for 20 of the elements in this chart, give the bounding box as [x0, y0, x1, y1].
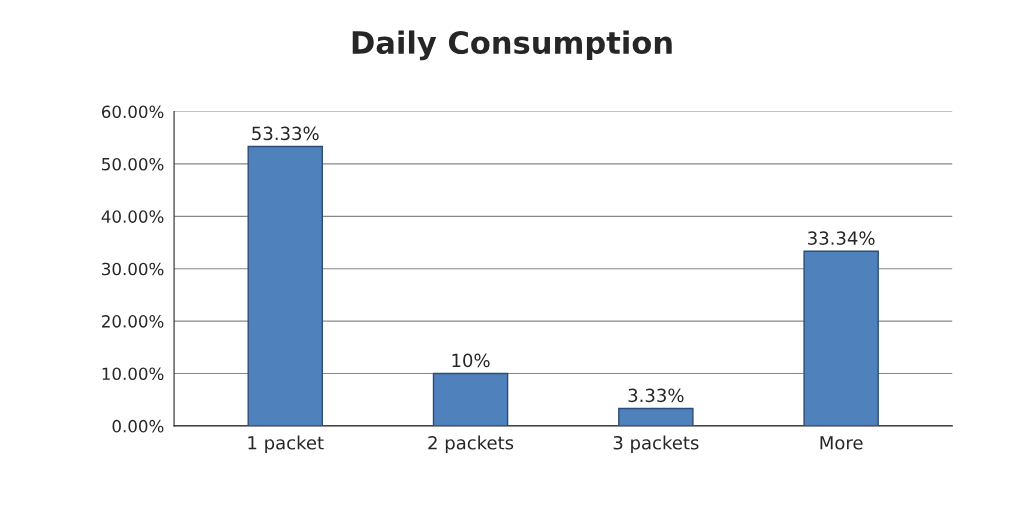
bar — [432, 372, 509, 426]
y-tick-label: 50.00% — [102, 157, 164, 171]
bar — [803, 250, 879, 426]
x-tick-label: 3 packets — [613, 435, 699, 454]
bar — [618, 407, 694, 426]
y-tick-label: 10.00% — [102, 367, 164, 381]
y-tick-label: 0.00% — [112, 419, 164, 433]
y-tick-label: 30.00% — [102, 262, 164, 276]
data-label: 3.33% — [628, 388, 684, 403]
data-label: 10% — [452, 353, 490, 368]
chart-title: Daily Consumption — [352, 30, 672, 61]
data-label: 33.34% — [808, 231, 875, 245]
y-tick-label: 60.00% — [101, 105, 164, 119]
x-tick-label: 1 packet — [248, 435, 324, 454]
x-tick-label: More — [820, 436, 863, 450]
data-label: 53.33% — [252, 126, 319, 141]
y-tick-label: 40.00% — [101, 210, 164, 223]
x-tick-label: 2 packets — [428, 435, 514, 454]
bar — [247, 145, 324, 426]
y-tick-label: 20.00% — [102, 315, 164, 328]
